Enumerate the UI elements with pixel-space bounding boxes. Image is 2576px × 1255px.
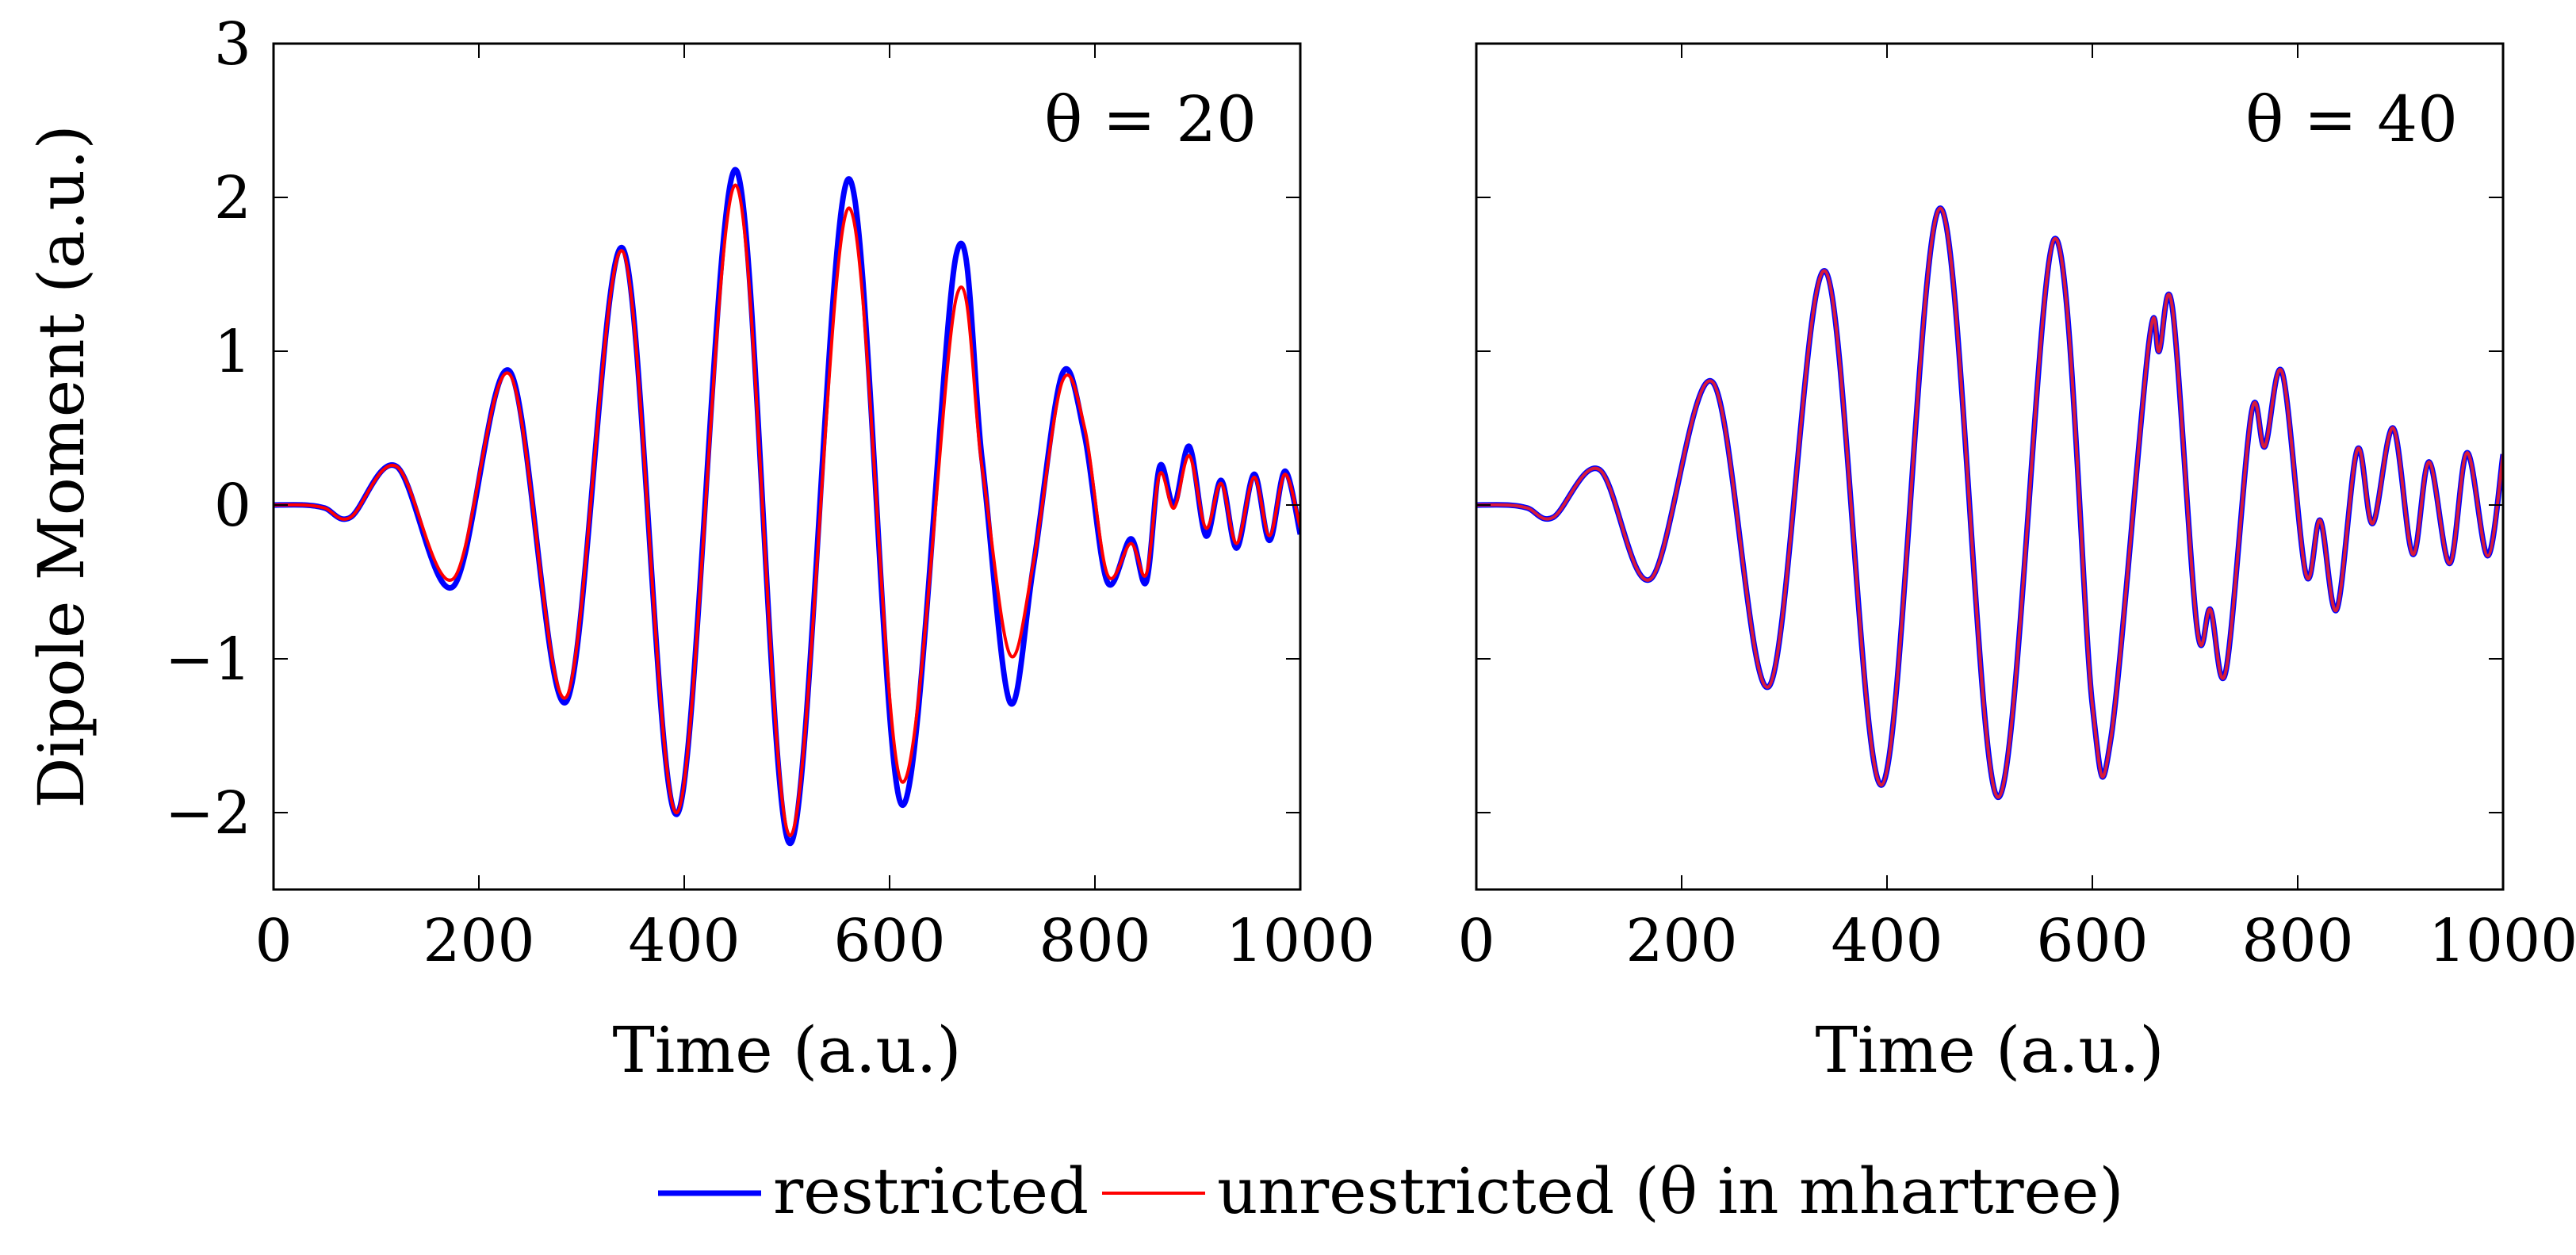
legend: restricted unrestricted (θ in mhartree)	[658, 1154, 2124, 1228]
panel-theta-40: 0 200 400 600 800 1000 Time (a.u.) θ = 40	[1457, 42, 2576, 1087]
series-line-unrestricted	[1476, 206, 2503, 799]
plot-frame	[1475, 42, 2505, 891]
series-line-restricted	[274, 166, 1300, 847]
x-tick-label: 200	[423, 907, 534, 975]
y-axis-label: Dipole Moment (a.u.)	[25, 124, 98, 808]
legend-label-unrestricted: unrestricted (θ in mhartree)	[1217, 1154, 2124, 1228]
x-tick-label: 1000	[2429, 907, 2576, 975]
y-tick-label: −2	[165, 779, 251, 848]
y-tick-label: 3	[214, 10, 251, 78]
x-tick-label: 1000	[1226, 907, 1375, 975]
x-tick-label: 800	[1039, 907, 1150, 975]
y-tick-label: 0	[214, 472, 251, 540]
x-tick-label: 200	[1625, 907, 1737, 975]
series-line-unrestricted	[274, 183, 1300, 838]
legend-label-restricted: restricted	[773, 1154, 1089, 1228]
x-tick-label: 0	[255, 907, 292, 975]
panel-annotation: θ = 20	[1044, 82, 1257, 156]
panel-theta-20: 0 200 400 600 800 1000 −2 −1 0 1 2 3 Time (a.u.) Dipo…	[25, 10, 1375, 1087]
x-axis-label: Time (a.u.)	[1815, 1013, 2164, 1087]
x-tick-label: 600	[833, 907, 945, 975]
y-tick-label: −1	[165, 626, 251, 694]
x-tick-label: 0	[1457, 907, 1495, 975]
panel-annotation: θ = 40	[2245, 82, 2458, 156]
plot-frame	[272, 42, 1302, 891]
x-tick-label: 800	[2241, 907, 2353, 975]
x-tick-label: 400	[1831, 907, 1943, 975]
x-tick-label: 400	[628, 907, 740, 975]
y-tick-label: 2	[214, 164, 251, 232]
x-tick-label: 600	[2036, 907, 2148, 975]
y-tick-label: 1	[214, 318, 251, 386]
x-axis-label: Time (a.u.)	[612, 1013, 961, 1087]
